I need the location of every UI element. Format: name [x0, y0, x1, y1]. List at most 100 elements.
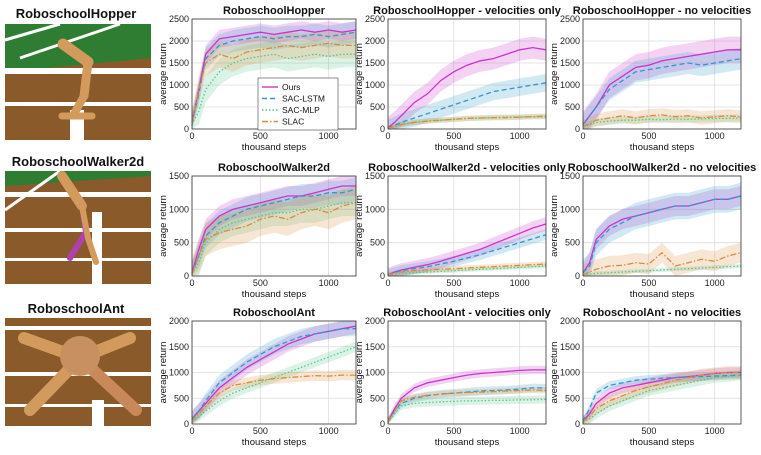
y-tick-label: 0 [380, 124, 385, 134]
x-tick-label: 500 [446, 131, 461, 141]
series-line-sac-mlp [582, 117, 742, 128]
series-line-sac-lstm [582, 57, 742, 125]
series-line-slac [191, 42, 356, 123]
band-sac-mlp [583, 369, 741, 424]
series-line-slac [387, 115, 547, 129]
legend-label: SLAC [282, 117, 304, 127]
y-tick-label: 1000 [365, 204, 385, 214]
y-tick-label: 0 [184, 419, 189, 429]
x-tick-label: 1000 [705, 426, 725, 436]
band-ours [388, 36, 546, 129]
y-tick-label: 1000 [169, 368, 189, 378]
band-sac-lstm [388, 383, 546, 424]
x-tick-label: 1000 [510, 278, 530, 288]
series-line-slac [191, 202, 357, 275]
y-tick-label: 1500 [169, 342, 189, 352]
series-line-sac-mlp [191, 53, 356, 125]
band-ours [192, 321, 356, 424]
x-tick-label: 500 [253, 426, 268, 436]
plot-frame [582, 320, 742, 425]
band-sac-mlp [388, 264, 546, 276]
legend-label: SAC-LSTM [282, 94, 325, 104]
y-tick-label: 1000 [560, 204, 580, 214]
y-tick-label: 1000 [365, 80, 385, 90]
series-line-sac-mlp [387, 398, 547, 423]
y-tick-label: 0 [184, 271, 189, 281]
y-tick-label: 2000 [560, 316, 580, 326]
x-tick-label: 500 [446, 426, 461, 436]
band-sac-lstm [583, 47, 741, 129]
y-tick-label: 2000 [169, 316, 189, 326]
x-axis-label: thousand steps [630, 289, 695, 300]
series-line-sac-lstm [582, 374, 742, 422]
x-tick-label: 500 [641, 426, 656, 436]
y-tick-label: 1500 [365, 342, 385, 352]
series-line-ours [191, 29, 357, 123]
series-line-slac [191, 374, 356, 422]
y-axis-label: average return [158, 43, 169, 105]
y-tick-label: 500 [174, 102, 189, 112]
y-tick-label: 500 [565, 102, 580, 112]
y-tick-label: 2000 [365, 316, 385, 326]
band-ours [192, 176, 356, 276]
band-sac-lstm [583, 371, 741, 424]
x-tick-label: 0 [385, 131, 390, 141]
x-tick-label: 0 [189, 131, 194, 141]
series-line-sac-lstm [191, 328, 356, 420]
env-title-hopper: RoboschoolHopper [16, 6, 137, 21]
x-axis-label: thousand steps [630, 437, 695, 448]
band-slac [192, 30, 356, 129]
y-tick-label: 0 [575, 271, 580, 281]
plot-title: RoboschoolHopper [223, 5, 326, 17]
series-line-slac [387, 389, 547, 423]
series-line-sac-lstm [191, 188, 357, 273]
band-slac [192, 369, 356, 424]
env-column: RoboschoolHopper RoboschoolWalker2d [4, 6, 151, 426]
band-ours [388, 365, 546, 424]
band-ours [583, 36, 741, 129]
x-tick-label: 0 [580, 131, 585, 141]
x-axis-label: thousand steps [242, 437, 307, 448]
series-line-sac-lstm [582, 195, 742, 274]
plot-frame [191, 320, 357, 425]
y-tick-label: 0 [380, 419, 385, 429]
plot-2: RoboschoolHopper - velocities only 0 500 10… [354, 5, 562, 153]
y-axis-label: average return [354, 342, 365, 404]
band-slac [583, 108, 741, 129]
y-tick-label: 1000 [560, 80, 580, 90]
y-tick-label: 500 [565, 393, 580, 403]
series-line-ours [387, 369, 546, 422]
plots: RoboschoolHopper 0 500 1000 0 500 1000 1500 2000… [158, 5, 756, 448]
series-line-ours [387, 223, 547, 276]
plot-4: RoboschoolWalker2d 0 500 1000 0 500 1000 1500 th… [158, 162, 357, 300]
band-sac-mlp [192, 41, 356, 129]
y-tick-label: 2000 [169, 36, 189, 46]
x-tick-label: 0 [580, 278, 585, 288]
plot-3: RoboschoolHopper - no velocities 0 500 1000… [549, 5, 751, 153]
plot-title: RoboschoolWalker2d [218, 162, 330, 174]
band-sac-mlp [192, 189, 356, 276]
y-tick-label: 500 [565, 238, 580, 248]
plot-frame [387, 320, 547, 425]
y-tick-label: 1000 [365, 368, 385, 378]
plot-frame [582, 175, 742, 277]
y-tick-label: 500 [174, 238, 189, 248]
y-tick-label: 1500 [169, 171, 189, 181]
plot-title: RoboschoolAnt - velocities only [383, 307, 551, 319]
y-tick-label: 500 [370, 102, 385, 112]
y-tick-label: 2500 [365, 14, 385, 24]
plot-5: RoboschoolWalker2d - velocities only 0 500… [354, 162, 567, 300]
x-tick-label: 0 [580, 426, 585, 436]
band-ours [388, 217, 546, 276]
y-tick-label: 0 [184, 124, 189, 134]
series-line-sac-mlp [582, 374, 742, 424]
y-axis-label: average return [549, 195, 560, 257]
x-axis-label: thousand steps [435, 142, 500, 153]
env-title-ant: RoboschoolAnt [28, 301, 125, 316]
plot-7: RoboschoolAnt 0 500 1000 0 500 1000 1500 2000 tho… [158, 307, 357, 448]
y-tick-label: 1500 [560, 171, 580, 181]
x-axis-label: thousand steps [630, 142, 695, 153]
y-tick-label: 0 [575, 124, 580, 134]
